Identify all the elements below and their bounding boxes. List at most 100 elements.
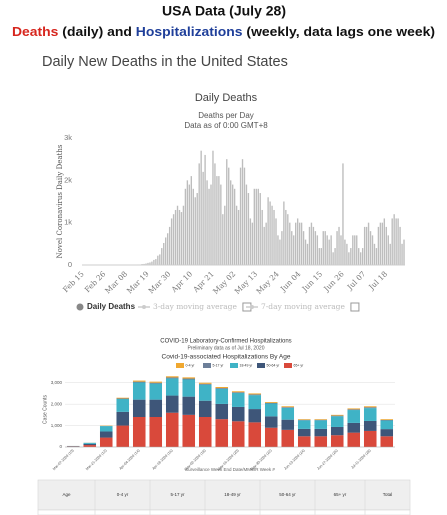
bar (356, 235, 358, 265)
bar (212, 150, 214, 265)
bar (302, 231, 305, 265)
bar (178, 209, 181, 265)
bar (365, 226, 368, 265)
header-title: USA Data (July 28) (162, 3, 286, 19)
bar (387, 235, 389, 265)
table-header-cell: Age (62, 492, 71, 497)
bar (159, 254, 161, 265)
bar-segment (380, 429, 394, 437)
bar (397, 218, 399, 265)
bar-segment (231, 392, 245, 393)
bar (369, 231, 372, 265)
bar (168, 226, 171, 265)
y-tick-label: 1,000 (51, 423, 63, 428)
table-row-bg (37, 509, 411, 515)
bar (190, 176, 192, 265)
bar (216, 176, 218, 265)
legend-label: 0-4 yr (186, 364, 196, 368)
bar (275, 218, 277, 265)
bar (214, 163, 216, 265)
bar (247, 193, 250, 265)
y-axis-label: Novel Coronavirus Daily Deaths (56, 144, 64, 258)
bar-segment (231, 391, 245, 393)
chart-note: Data as of 0:00 GMT+8 (184, 121, 268, 130)
bar-segment (198, 382, 212, 384)
bar-segment (215, 419, 229, 447)
bar (304, 239, 307, 265)
bar (332, 252, 334, 265)
bar (330, 235, 332, 265)
bar-segment (149, 417, 163, 447)
bar (326, 235, 328, 265)
bar (283, 201, 285, 265)
bar (310, 222, 313, 265)
bar (259, 193, 261, 265)
legend-swatch (176, 363, 184, 368)
bar (143, 263, 145, 265)
bar-segment (281, 406, 295, 408)
bar-segment (264, 402, 278, 403)
bar (243, 167, 246, 265)
bar-segment (165, 412, 179, 447)
bar (170, 218, 173, 265)
bar-segment (380, 419, 394, 421)
bar (401, 243, 403, 265)
bar-segment (215, 388, 229, 389)
bar (176, 205, 179, 265)
bar-segment (248, 409, 262, 423)
subtitle-part: (weekly, data lags one week) (243, 24, 435, 39)
bar-segment (116, 397, 130, 399)
subtitle-part: Deaths (12, 24, 58, 39)
bar-segment (83, 445, 97, 447)
bar (161, 248, 163, 265)
bar (379, 222, 382, 265)
bar (383, 218, 386, 265)
bar-segment (165, 378, 179, 396)
bar-segment (198, 384, 212, 401)
bar (208, 188, 210, 265)
bar-segment (132, 380, 146, 382)
bar-segment (363, 408, 377, 421)
bar-segment (149, 383, 163, 400)
bar-segment (182, 377, 196, 379)
x-axis-label: Surveillance Week End Date/MMWR Week # (185, 467, 275, 472)
bar-segment (363, 420, 377, 431)
bar (279, 239, 281, 265)
chart-title: Daily Deaths (195, 92, 258, 104)
bar (265, 222, 267, 265)
bar (166, 233, 169, 265)
bar (320, 248, 322, 265)
table-header-cell: 50-64 yr (279, 492, 296, 497)
bar-segment (330, 415, 344, 417)
bar (271, 205, 273, 265)
bar (350, 248, 352, 265)
bar-segment (132, 382, 146, 400)
bar-segment (231, 393, 245, 407)
bar (172, 214, 175, 265)
bar-segment (347, 410, 361, 423)
bar (367, 222, 370, 265)
bar (338, 226, 340, 265)
bar-segment (132, 381, 146, 383)
bar (235, 205, 238, 265)
bar (182, 205, 185, 265)
bar (277, 235, 279, 265)
bar-segment (165, 395, 179, 413)
table-header-cell: 18-49 yr (224, 492, 241, 497)
bar-segment (264, 403, 278, 417)
bar (218, 176, 220, 265)
bar (165, 237, 167, 265)
legend-label: 3-day moving average (153, 302, 237, 311)
bar (393, 214, 395, 265)
bar (287, 214, 289, 265)
bar (188, 184, 191, 265)
bar-segment (380, 419, 394, 420)
legend-marker (76, 303, 84, 311)
bar (358, 248, 360, 265)
bar-segment (248, 422, 262, 447)
bar-segment (297, 428, 311, 437)
legend-label: Daily Deaths (87, 302, 136, 311)
bar (151, 261, 153, 265)
